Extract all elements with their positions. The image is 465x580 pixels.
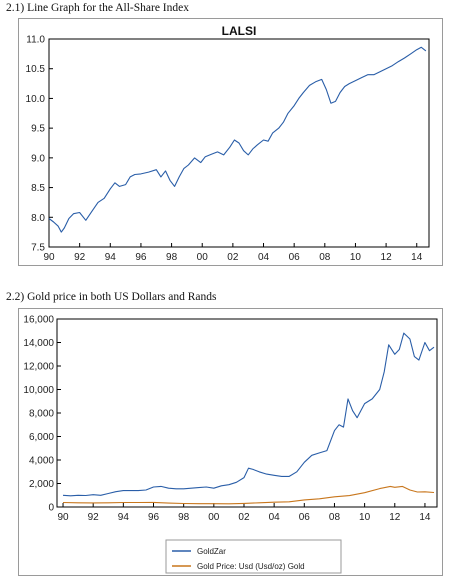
gold-x-tick-label: 14 [419, 512, 431, 523]
gold-x-tick-label: 08 [329, 512, 341, 523]
gold-series-line-1 [62, 332, 435, 497]
gold-x-tick-label: 94 [118, 512, 130, 523]
lalsi-y-tick-label: 9.5 [31, 124, 45, 135]
gold-plot-frame [56, 318, 438, 508]
lalsi-y-tick-label: 8.5 [31, 183, 45, 194]
gold-x-tick-label: 10 [359, 512, 371, 523]
gold-x-tick-label: 04 [269, 512, 281, 523]
lalsi-plot-frame [48, 38, 430, 248]
lalsi-x-tick-label: 90 [43, 252, 55, 263]
gold-price-chart: 0 2,000 4,000 6,000 8,000 10,000 12,000 14,000 1… [18, 308, 443, 576]
lalsi-x-tick-label: 92 [74, 252, 86, 263]
gold-x-tick-label: 90 [57, 512, 69, 523]
lalsi-series-line-1 [48, 46, 427, 233]
legend-box [165, 539, 342, 574]
section-heading-gold-price: 2.2) Gold price in both US Dollars and R… [6, 291, 217, 303]
lalsi-y-tick-label: 7.5 [31, 243, 45, 254]
section-heading-line-graph: 2.1) Line Graph for the All-Share Index [6, 2, 189, 14]
gold-series-line-2 [62, 485, 435, 505]
gold-y-tick-label: 10,000 [23, 385, 54, 396]
lalsi-x-tick-label: 04 [258, 252, 270, 263]
gold-y-tick-label: 0 [48, 503, 54, 514]
legend-label-1: GoldZar [197, 547, 226, 556]
lalsi-y-tick-label: 10.5 [26, 64, 46, 75]
lalsi-x-tick-label: 00 [197, 252, 209, 263]
lalsi-x-tick-label: 14 [411, 252, 423, 263]
lalsi-x-tick-label: 96 [135, 252, 147, 263]
lalsi-y-tick-label: 11.0 [26, 35, 45, 46]
gold-x-tick-label: 00 [208, 512, 220, 523]
gold-y-tick-label: 4,000 [29, 456, 54, 467]
lalsi-x-tick-label: 08 [319, 252, 331, 263]
gold-x-tick-label: 92 [88, 512, 100, 523]
gold-y-tick-label: 14,000 [23, 338, 54, 349]
gold-y-tick-label: 12,000 [23, 362, 54, 373]
lalsi-chart-svg: LALSI 7.5 8.0 8.5 9.0 9.5 10.0 10.5 11.0 90 92 94 96… [26, 24, 430, 263]
gold-y-tick-label: 16,000 [23, 315, 54, 326]
gold-x-tick-label: 98 [178, 512, 190, 523]
gold-y-tick-label: 6,000 [29, 432, 54, 443]
gold-y-tick-label: 2,000 [29, 479, 54, 490]
lalsi-x-tick-label: 10 [350, 252, 362, 263]
gold-y-tick-label: 8,000 [29, 409, 54, 420]
lalsi-x-tick-label: 02 [227, 252, 239, 263]
lalsi-y-tick-label: 10.0 [26, 94, 46, 105]
lalsi-title: LALSI [222, 24, 257, 38]
lalsi-chart: LALSI 7.5 8.0 8.5 9.0 9.5 10.0 10.5 11.0 90 92 94 96… [18, 18, 443, 266]
gold-x-tick-label: 06 [299, 512, 311, 523]
lalsi-y-tick-label: 8.0 [31, 213, 45, 224]
lalsi-x-tick-label: 98 [166, 252, 178, 263]
gold-x-tick-label: 96 [148, 512, 160, 523]
gold-price-chart-svg: 0 2,000 4,000 6,000 8,000 10,000 12,000 14,000 1… [23, 315, 438, 574]
gold-x-tick-label: 12 [389, 512, 401, 523]
lalsi-x-tick-label: 12 [381, 252, 393, 263]
lalsi-x-tick-label: 06 [289, 252, 301, 263]
lalsi-y-tick-label: 9.0 [31, 153, 45, 164]
gold-x-tick-label: 02 [238, 512, 250, 523]
lalsi-x-tick-label: 94 [105, 252, 117, 263]
legend-label-2: Gold Price: Usd (Usd/oz) Gold [197, 562, 305, 571]
